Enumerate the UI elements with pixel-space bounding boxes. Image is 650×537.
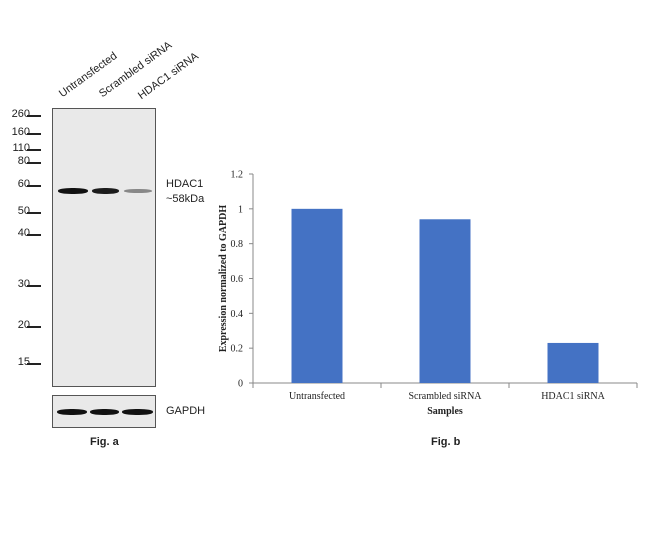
bar-untransfected: [291, 208, 343, 383]
bar-scrambled-sirna: [419, 219, 471, 383]
mw-marker-80: 80: [17, 155, 30, 167]
band-hdac1-sirna: [124, 189, 152, 193]
mw-marker-50: 50: [17, 205, 30, 217]
mw-tick: [27, 234, 41, 236]
mw-marker-110: 110: [12, 142, 30, 154]
band-gapdh-scrambled: [90, 409, 119, 415]
mw-marker-30: 30: [17, 278, 30, 290]
mw-marker-20: 20: [17, 319, 30, 331]
y-tick-label: 0.8: [231, 239, 244, 250]
mw-marker-160: 160: [11, 126, 30, 138]
mw-marker-60: 60: [17, 178, 30, 190]
bar-hdac1-sirna: [547, 342, 599, 383]
band-gapdh-untransfected: [57, 409, 87, 415]
mw-marker-40: 40: [17, 227, 30, 239]
x-tick-label: HDAC1 siRNA: [541, 391, 605, 402]
x-tick-label: Scrambled siRNA: [408, 391, 482, 402]
mw-marker-15: 15: [17, 356, 30, 368]
y-tick-label: 0.6: [231, 274, 244, 285]
figure-label-b: Fig. b: [431, 436, 461, 448]
y-tick-label: 0.4: [231, 309, 244, 320]
blot-membrane-hdac1: [52, 108, 156, 387]
mw-tick: [27, 326, 41, 328]
mw-tick: [27, 185, 41, 187]
band-hdac1-scrambled: [92, 188, 119, 194]
figure-label-a: Fig. a: [90, 436, 119, 448]
mw-tick: [27, 162, 41, 164]
x-tick-label: Untransfected: [289, 391, 345, 402]
y-tick-label: 1.2: [231, 170, 244, 181]
x-axis-title: Samples: [427, 406, 463, 417]
band-gapdh-sirna: [122, 409, 153, 415]
target-label-hdac1: HDAC1: [166, 178, 204, 190]
mw-tick: [27, 212, 41, 214]
mw-tick: [27, 285, 41, 287]
target-label-size: ~58kDa: [166, 193, 205, 205]
mw-marker-260: 260: [11, 108, 30, 120]
blot-membrane-gapdh: [52, 395, 156, 428]
band-hdac1-untransfected: [58, 188, 88, 194]
mw-tick: [27, 133, 41, 135]
mw-tick: [27, 115, 41, 117]
y-axis-title: Expression normalized to GAPDH: [218, 205, 229, 353]
loading-control-label: GAPDH: [166, 405, 206, 417]
y-tick-label: 0.2: [231, 344, 244, 355]
y-tick-label: 1: [238, 204, 243, 215]
mw-tick: [27, 363, 41, 365]
y-tick-label: 0: [238, 379, 243, 390]
mw-tick: [27, 149, 41, 151]
